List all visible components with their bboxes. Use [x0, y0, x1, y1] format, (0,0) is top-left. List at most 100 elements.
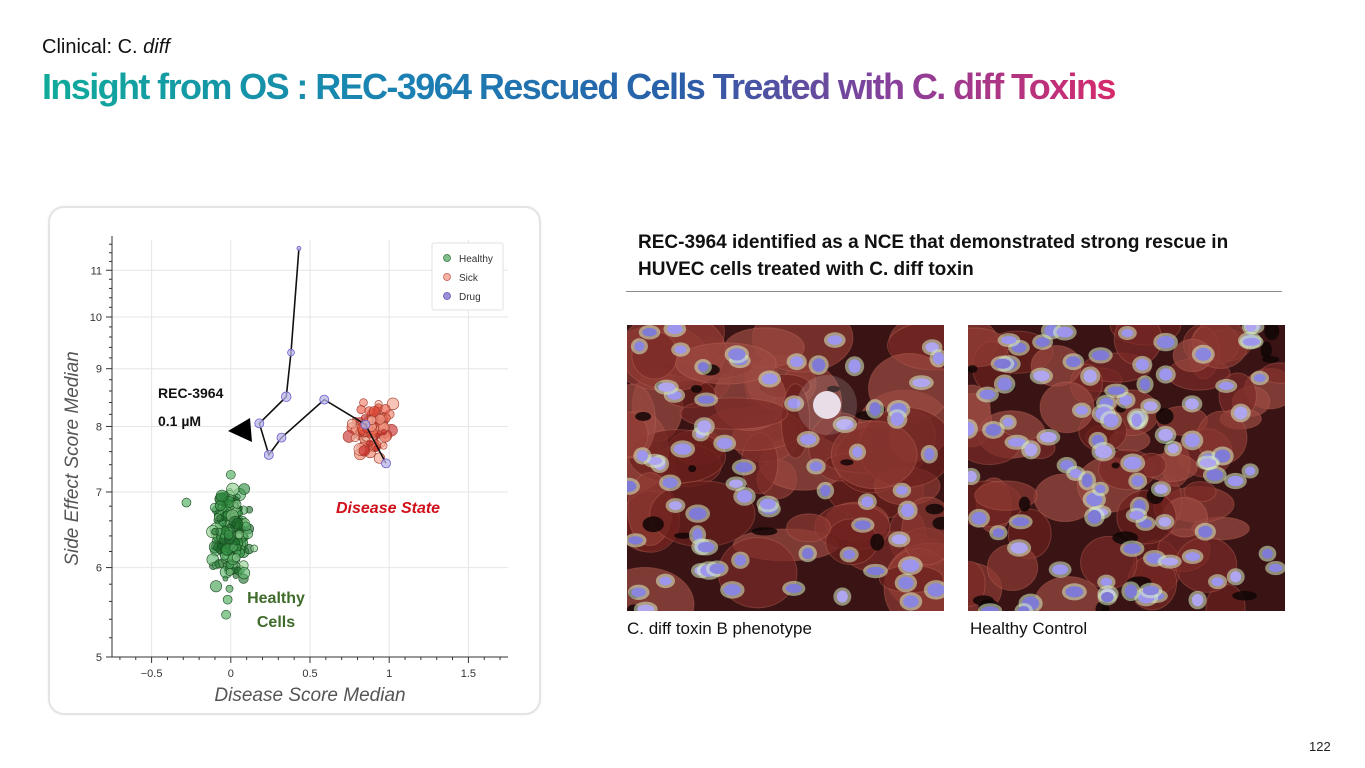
cell-nucleus [1185, 398, 1199, 410]
cell-nucleus [785, 583, 802, 593]
cell-nucleus [854, 520, 871, 530]
cell-gap [972, 595, 994, 606]
cell-nucleus [1066, 356, 1081, 368]
cell-nucleus [912, 378, 931, 388]
cell-nucleus [729, 479, 744, 488]
y-tick-label: 7 [96, 487, 102, 499]
cell-nucleus [1083, 369, 1097, 383]
cell-nucleus [666, 325, 683, 335]
healthy-point [226, 482, 240, 496]
cell-nucleus [697, 362, 709, 372]
cell-nucleus [1119, 394, 1133, 406]
cell-nucleus [1087, 509, 1102, 524]
cell-gap [1155, 408, 1174, 425]
healthy-cells-label-line1: Healthy [247, 590, 305, 607]
pointer-arrow-icon [228, 418, 252, 442]
cell-gap [840, 459, 854, 466]
cell-nucleus [1123, 543, 1141, 554]
drug-point [319, 394, 330, 405]
cell-nucleus [627, 480, 637, 492]
cell-nucleus [861, 496, 874, 507]
cell-nucleus [1199, 458, 1217, 468]
cell-nucleus [1198, 525, 1213, 538]
healthy-points [206, 482, 258, 593]
drug-point [263, 449, 274, 460]
cell-nucleus [1262, 548, 1273, 559]
cell-nucleus [1211, 577, 1224, 587]
sick-point [380, 428, 387, 436]
cell-nucleus [994, 358, 1011, 369]
cell-body [627, 411, 649, 458]
cell-nucleus [968, 470, 977, 483]
cell-nucleus [981, 606, 999, 611]
healthy-point [226, 469, 236, 480]
sick-point [380, 404, 391, 414]
healthy-point [225, 584, 234, 593]
cell-nucleus [1065, 586, 1084, 598]
healthy-point [229, 543, 238, 552]
x-tick-label: 1.5 [461, 668, 476, 680]
cell-nucleus [1195, 347, 1212, 361]
healthy-point [222, 594, 233, 605]
y-tick-label: 8 [96, 421, 102, 433]
kicker-text: Clinical: C. [42, 36, 144, 58]
finding-headline: REC-3964 identified as a NCE that demons… [638, 232, 1229, 280]
cell-nucleus [843, 549, 856, 560]
cell-nucleus [1001, 336, 1017, 345]
cell-nucleus [673, 443, 692, 455]
cell-nucleus [1010, 542, 1028, 554]
drug-point [254, 418, 265, 429]
cell-nucleus [657, 382, 676, 392]
cell-nucleus [1103, 413, 1119, 428]
healthy-point [250, 544, 258, 553]
cell-nucleus [1012, 517, 1030, 527]
cell-nucleus [697, 395, 715, 404]
cell-nucleus [1123, 456, 1142, 470]
cell-nucleus [1268, 564, 1283, 573]
drug-point [287, 348, 295, 357]
cell-nucleus [662, 477, 678, 489]
cell-body [1183, 481, 1217, 503]
cell-nucleus [642, 328, 657, 337]
healthy-point [181, 497, 192, 508]
cell-nucleus [631, 587, 647, 597]
healthy-control-image [968, 325, 1285, 611]
cell-nucleus [688, 507, 707, 520]
cell-nucleus [1129, 510, 1144, 520]
cell-nucleus [1158, 517, 1172, 527]
legend-marker-drug [443, 292, 451, 300]
healthy-point [230, 521, 237, 528]
cell-nucleus [820, 484, 831, 497]
legend-label-drug: Drug [459, 292, 481, 303]
cell-nucleus [1124, 584, 1137, 599]
cell-nucleus [1100, 577, 1113, 587]
scatter-chart: −0.5 0 0.5 1 1.5 5 6 7 8 9 10 11 Disease Score Media… [62, 236, 508, 706]
cell-gap [1018, 496, 1031, 512]
drug-point [360, 419, 371, 430]
cell-body [785, 513, 832, 543]
x-tick-label: 0.5 [302, 668, 317, 680]
cell-nucleus [674, 345, 687, 354]
healthy-point [232, 499, 242, 509]
cell-nucleus [1075, 405, 1088, 415]
sick-point [374, 413, 386, 425]
bright-glow [797, 375, 857, 435]
cell-nucleus [809, 461, 823, 472]
legend-label-sick: Sick [459, 273, 479, 284]
cell-nucleus [1039, 432, 1057, 443]
cell-gap [1260, 341, 1273, 359]
cell-gap [751, 527, 778, 536]
cell-gap [690, 384, 703, 393]
toxin-caption: C. diff toxin B phenotype [627, 619, 812, 638]
cell-nucleus [1156, 335, 1175, 349]
cell-nucleus [709, 563, 726, 574]
cell-nucleus [1185, 552, 1200, 562]
chart-card: −0.5 0 0.5 1 1.5 5 6 7 8 9 10 11 Disease Score Media… [48, 206, 541, 715]
y-axis-title: Side Effect Score Median [62, 351, 83, 565]
cell-nucleus [1107, 386, 1126, 395]
cell-nucleus [692, 528, 703, 542]
sick-point [358, 445, 370, 457]
healthy-point [214, 500, 226, 511]
cell-nucleus [836, 419, 854, 431]
healthy-point [214, 559, 224, 569]
